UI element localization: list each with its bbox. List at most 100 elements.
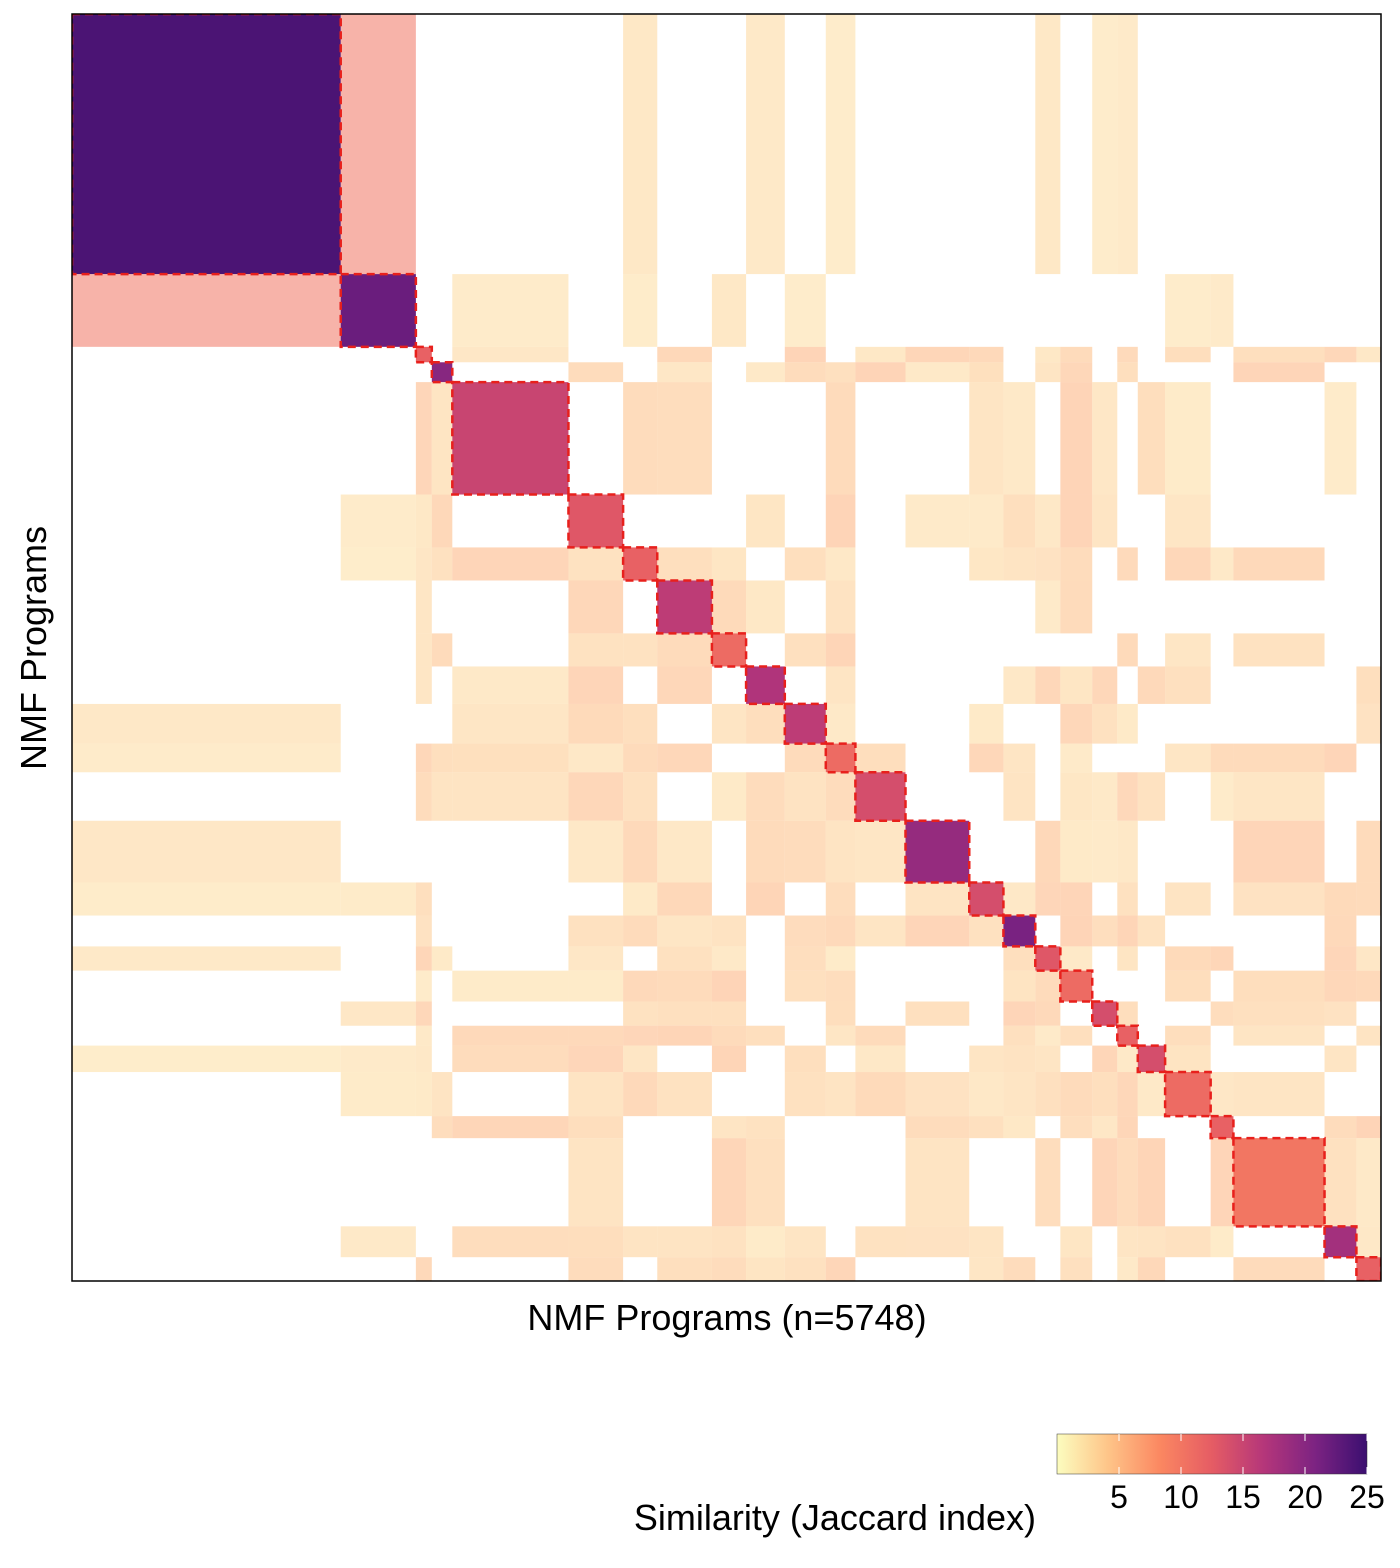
- heatmap-cell: [1233, 633, 1325, 667]
- heatmap-cell: [1035, 970, 1061, 1002]
- heatmap-cell: [415, 547, 432, 581]
- heatmap-cell: [431, 1072, 453, 1117]
- heatmap-cell: [415, 1072, 432, 1117]
- heatmap-cell: [1210, 743, 1234, 773]
- heatmap-cell: [825, 1025, 856, 1046]
- cluster-outline: [710, 632, 748, 668]
- heatmap-cell: [1324, 743, 1357, 773]
- heatmap-cell: [784, 743, 826, 773]
- heatmap-cell: [825, 946, 856, 971]
- heatmap-cell: [855, 1025, 906, 1046]
- heatmap-cell: [657, 1226, 712, 1258]
- heatmap-cell: [1165, 666, 1211, 704]
- heatmap-cell: [1003, 1045, 1036, 1073]
- heatmap-cell: [1092, 915, 1118, 947]
- heatmap-cell: [746, 1116, 785, 1139]
- heatmap-cell: [1092, 772, 1118, 821]
- cluster-outline: [1002, 914, 1037, 948]
- heatmap-cell: [452, 1226, 569, 1258]
- heatmap-cell: [1137, 772, 1166, 821]
- heatmap-cell: [746, 820, 785, 883]
- heatmap-cell: [1165, 274, 1211, 347]
- heatmap-cell: [568, 1045, 624, 1073]
- heatmap-cell: [1060, 772, 1093, 821]
- heatmap-cell: [969, 1226, 1004, 1258]
- heatmap-cell: [1092, 1138, 1118, 1227]
- heatmap-cell: [623, 1072, 658, 1117]
- heatmap-cell: [855, 1226, 906, 1258]
- heatmap-cell: [746, 1257, 785, 1281]
- heatmap-cell: [746, 362, 785, 383]
- diagonal-cluster-cell: [1092, 1001, 1118, 1026]
- heatmap-cell: [784, 547, 826, 581]
- heatmap-cell: [1035, 1045, 1061, 1073]
- heatmap-cell: [855, 743, 906, 773]
- heatmap-cell: [340, 14, 416, 275]
- heatmap-cell: [825, 1257, 856, 1281]
- colorbar-tick-label: 25: [1349, 1479, 1385, 1515]
- diagonal-cluster-cell: [1137, 1045, 1166, 1073]
- heatmap-cell: [1165, 1226, 1211, 1258]
- heatmap-cell: [1324, 1116, 1357, 1139]
- heatmap-cell: [1165, 1045, 1211, 1073]
- heatmap-cell: [568, 1116, 624, 1139]
- heatmap-cell: [784, 970, 826, 1002]
- heatmap-cell: [1356, 882, 1381, 916]
- heatmap-cell: [657, 1257, 712, 1281]
- heatmap-cell: [746, 882, 785, 916]
- heatmap-cell: [1137, 1257, 1166, 1281]
- heatmap-cell: [1003, 1116, 1036, 1139]
- heatmap-cell: [711, 946, 747, 971]
- heatmap-cell: [1060, 666, 1093, 704]
- heatmap-cell: [1356, 1116, 1381, 1139]
- diagonal-cluster-cell: [855, 772, 906, 821]
- diagonal-cluster-cell: [657, 580, 712, 634]
- heatmap-cell: [825, 915, 856, 947]
- heatmap-cell: [568, 772, 624, 821]
- heatmap-cell: [72, 1045, 341, 1073]
- heatmap-cell: [746, 1226, 785, 1258]
- cluster-outline: [414, 345, 434, 364]
- heatmap-cell: [1092, 666, 1118, 704]
- heatmap-cell: [415, 915, 432, 947]
- heatmap-cell: [969, 915, 1004, 947]
- heatmap-cell: [340, 547, 416, 581]
- heatmap-cell: [1117, 820, 1138, 883]
- heatmap-cell: [1035, 1138, 1061, 1227]
- cluster-outline: [621, 546, 659, 582]
- heatmap-cell: [1324, 882, 1357, 916]
- heatmap-cell: [784, 1072, 826, 1117]
- heatmap-cell: [657, 970, 712, 1002]
- heatmap-cell: [1324, 1045, 1357, 1073]
- heatmap-cell: [568, 547, 624, 581]
- heatmap-cell: [1356, 346, 1381, 363]
- heatmap-cell: [1210, 772, 1234, 821]
- diagonal-cluster-cell: [825, 743, 856, 773]
- heatmap-cell: [1137, 1138, 1166, 1227]
- heatmap-cell: [1233, 1025, 1325, 1046]
- heatmap-cell: [905, 1072, 970, 1117]
- diagonal-cluster-cell: [431, 362, 453, 383]
- heatmap-cell: [1137, 915, 1166, 947]
- diagonal-cluster-cell: [568, 494, 624, 548]
- heatmap-cell: [623, 382, 658, 495]
- heatmap-cell: [1117, 362, 1138, 383]
- heatmap-cell: [1035, 494, 1061, 548]
- heatmap-cell: [568, 1138, 624, 1227]
- heatmap-cell: [1035, 1072, 1061, 1117]
- heatmap-cell: [1060, 743, 1093, 773]
- heatmap-cell: [1137, 1226, 1166, 1258]
- heatmap-cell: [1165, 1025, 1211, 1046]
- heatmap-cell: [1233, 346, 1325, 363]
- heatmap-cell: [657, 346, 712, 363]
- heatmap-cell: [825, 494, 856, 548]
- cluster-outline: [854, 771, 907, 823]
- heatmap-cell: [825, 362, 856, 383]
- heatmap-cell: [1233, 1001, 1325, 1026]
- colorbar-ticks: 5 10 15 20 25: [1110, 1434, 1385, 1515]
- cluster-outline: [339, 272, 418, 349]
- heatmap-cell: [1060, 1257, 1093, 1281]
- heatmap-cell: [1117, 1257, 1138, 1281]
- heatmap-cell: [657, 1072, 712, 1117]
- heatmap-cell: [415, 580, 432, 634]
